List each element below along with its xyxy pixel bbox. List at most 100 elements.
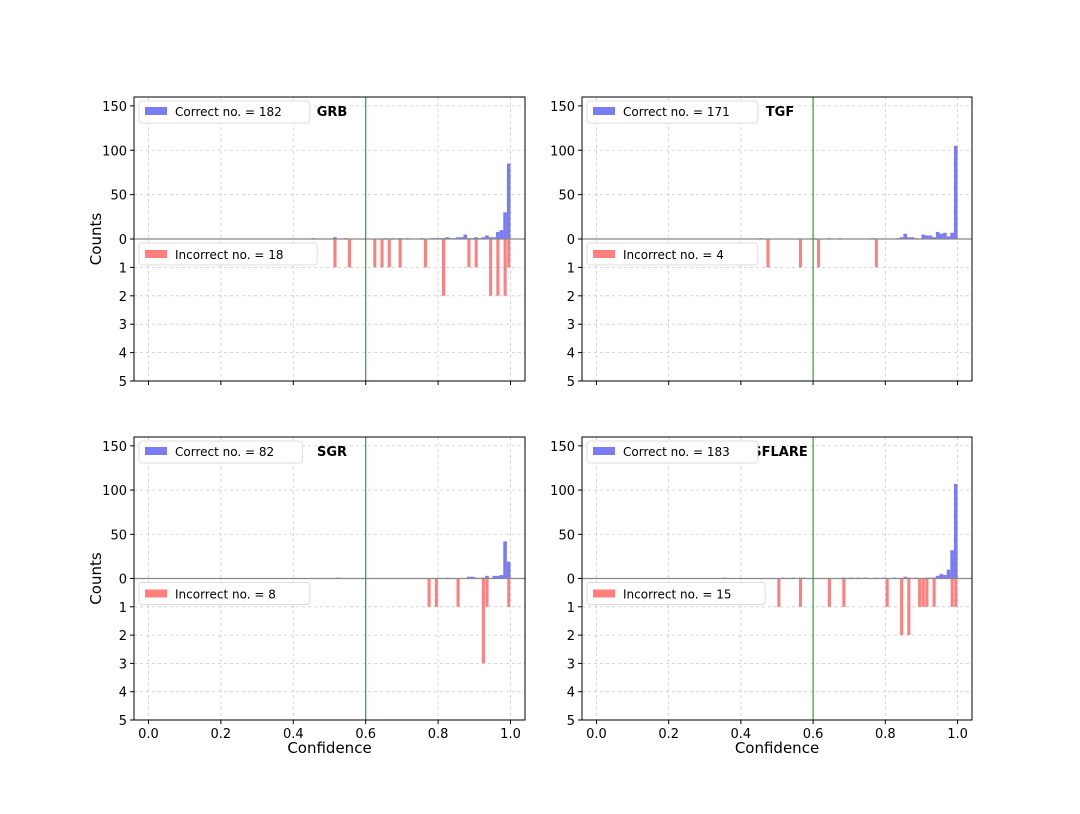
legend-label-correct: Correct no. = 182 [175,105,282,119]
x-tick-label: 0.2 [658,727,679,742]
x-tick-label: 0.2 [211,727,232,742]
correct-bar [496,575,500,579]
incorrect-bar [777,578,781,607]
incorrect-bar [380,239,384,268]
correct-bar [946,236,951,239]
incorrect-bar [442,239,446,296]
y-tick-label: 0 [119,233,127,248]
correct-bar [921,234,926,239]
y-tick-label: 50 [558,189,575,204]
incorrect-bar [900,578,904,636]
incorrect-bar [423,239,428,268]
legend-incorrect: Incorrect no. = 4 [586,242,759,266]
y-tick-label: 150 [550,440,575,455]
incorrect-bar [874,239,878,268]
y-tick-label: 4 [567,347,575,362]
legend-swatch-incorrect [145,250,167,258]
legend-swatch-correct [593,447,615,455]
subplot-sgr: 150 100 50 0 1 2 3 4 5 0.0 0.2 0.4 0.6 0.8 1.0 Confiden… [87,436,526,757]
legend-swatch-incorrect [145,589,167,598]
legend-label-correct: Correct no. = 82 [175,445,274,459]
y-tick-label: 2 [567,629,575,644]
legend-correct: Correct no. = 82 [138,440,303,464]
incorrect-bar [907,578,911,636]
subplot-title: GRB [317,105,348,120]
correct-bar [925,235,929,239]
y-tick-label: 2 [567,290,575,305]
correct-bar [485,235,489,239]
y-tick-label: 4 [567,686,575,701]
y-tick-label: 2 [119,290,127,305]
correct-bar [903,576,907,579]
correct-bar [470,576,475,579]
y-tick-label: 5 [119,375,127,390]
y-tick-label: 3 [119,318,127,333]
correct-bar [499,574,504,579]
incorrect-bar [921,578,925,607]
correct-bar [499,230,504,239]
y-tick-label: 150 [102,100,127,115]
legend-label-incorrect: Incorrect no. = 4 [623,248,724,262]
x-tick-label: 1.0 [500,727,521,742]
x-tick-label: 0.6 [803,727,824,742]
legend-incorrect: Incorrect no. = 18 [138,242,318,266]
correct-bar [953,145,958,239]
correct-bar [496,231,500,239]
incorrect-bar [481,578,485,664]
incorrect-bar [467,239,471,268]
incorrect-bar [766,239,770,268]
correct-bar [481,237,486,239]
correct-bar [939,233,944,239]
y-tick-label: 150 [102,440,127,455]
correct-bar [506,561,511,579]
legend-label-incorrect: Incorrect no. = 8 [175,588,276,602]
x-tick-label: 0.6 [355,727,376,742]
correct-bar [935,575,940,579]
y-tick-label: 5 [567,375,575,390]
subplot-tgf: 150 100 50 0 1 2 3 4 5 TGF Correct no. = 171 Incorr… [550,96,973,390]
incorrect-bar [817,239,821,268]
correct-bar [903,233,907,239]
correct-bar [456,237,460,239]
subplot-sflare: 150 100 50 0 1 2 3 4 5 0.0 0.2 0.4 0.6 0.8 1.0 Confiden… [550,436,973,757]
y-tick-label: 100 [102,484,127,499]
legend-box [138,440,303,464]
correct-bar [943,232,947,239]
y-tick-label: 50 [110,189,127,204]
legend-box [138,242,318,266]
correct-bar [463,234,468,239]
legend-label-correct: Correct no. = 171 [623,105,730,119]
legend-box [138,100,311,124]
y-axis-label: Counts [87,213,105,266]
subplot-title: SGR [317,445,347,460]
incorrect-bar [932,578,936,607]
y-tick-label: 50 [110,528,127,543]
y-tick-label: 5 [119,714,127,729]
x-tick-label: 0.8 [875,727,896,742]
legend-swatch-incorrect [593,589,615,598]
incorrect-bar [503,239,507,296]
x-tick-label: 0.4 [731,727,752,742]
y-tick-label: 0 [567,233,575,248]
legend-swatch-correct [145,447,167,455]
y-tick-label: 3 [567,657,575,672]
legend-incorrect: Incorrect no. = 8 [138,582,311,605]
correct-bar [950,232,954,239]
incorrect-bar [373,239,377,268]
legend-label-correct: Correct no. = 183 [623,445,730,459]
subplot-title: SFLARE [752,445,807,460]
correct-bar [946,569,951,579]
incorrect-bar [489,239,493,296]
legend-incorrect: Incorrect no. = 15 [586,582,766,605]
incorrect-bar [474,239,478,268]
y-tick-label: 1 [119,601,127,616]
y-tick-label: 150 [550,100,575,115]
correct-bar [953,483,958,579]
correct-bar [939,574,944,579]
legend-swatch-correct [593,107,615,115]
incorrect-bar [950,578,954,607]
x-axis-label: Confidence [287,739,371,757]
y-tick-label: 50 [558,528,575,543]
x-tick-label: 0.0 [138,727,159,742]
